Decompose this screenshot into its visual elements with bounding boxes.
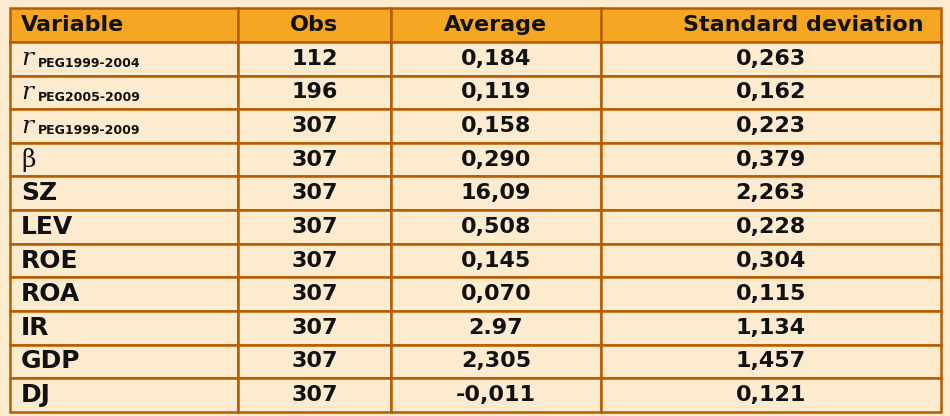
Text: 307: 307 <box>291 250 337 270</box>
Bar <box>600 42 940 76</box>
Bar <box>10 143 238 176</box>
Text: 307: 307 <box>291 385 337 405</box>
Bar <box>10 378 238 412</box>
Bar <box>391 109 600 143</box>
Text: 307: 307 <box>291 183 337 203</box>
Text: LEV: LEV <box>21 215 73 239</box>
Bar <box>10 311 238 344</box>
Bar <box>238 344 391 378</box>
Text: PEG1999-2009: PEG1999-2009 <box>38 124 141 137</box>
Text: r: r <box>21 81 33 104</box>
Bar <box>238 176 391 210</box>
Bar <box>238 210 391 244</box>
Bar <box>238 143 391 176</box>
Text: Obs: Obs <box>291 15 338 35</box>
Bar <box>238 109 391 143</box>
Text: Variable: Variable <box>21 15 124 35</box>
Bar <box>10 176 238 210</box>
Bar <box>10 210 238 244</box>
Text: SZ: SZ <box>21 181 57 205</box>
Text: IR: IR <box>21 316 49 340</box>
Text: 2,305: 2,305 <box>461 352 531 371</box>
Bar <box>10 76 238 109</box>
Text: 307: 307 <box>291 352 337 371</box>
Text: 0,290: 0,290 <box>461 150 531 170</box>
Bar <box>238 311 391 344</box>
Bar <box>238 378 391 412</box>
Bar <box>391 176 600 210</box>
Text: 0,263: 0,263 <box>735 49 806 69</box>
Bar <box>600 8 940 42</box>
Bar <box>391 210 600 244</box>
Bar <box>600 76 940 109</box>
Text: r: r <box>21 114 33 138</box>
Bar <box>238 244 391 277</box>
Text: 307: 307 <box>291 217 337 237</box>
Text: GDP: GDP <box>21 349 81 374</box>
Text: Average: Average <box>445 15 547 35</box>
Text: 2.97: 2.97 <box>468 318 523 338</box>
Text: ROA: ROA <box>21 282 80 306</box>
Text: 16,09: 16,09 <box>461 183 531 203</box>
Text: 0,184: 0,184 <box>461 49 531 69</box>
Text: PEG1999-2004: PEG1999-2004 <box>38 57 141 70</box>
Text: 307: 307 <box>291 150 337 170</box>
Text: 0,145: 0,145 <box>461 250 531 270</box>
Bar <box>238 277 391 311</box>
Bar <box>391 311 600 344</box>
Bar <box>600 244 940 277</box>
Text: 2,263: 2,263 <box>735 183 806 203</box>
Text: 0,162: 0,162 <box>735 82 806 102</box>
Bar <box>391 42 600 76</box>
Text: -0,011: -0,011 <box>456 385 536 405</box>
Text: β: β <box>21 148 35 172</box>
Bar <box>238 8 391 42</box>
Bar <box>238 76 391 109</box>
Bar <box>10 344 238 378</box>
Bar <box>391 277 600 311</box>
Text: 307: 307 <box>291 284 337 304</box>
Text: 1,457: 1,457 <box>735 352 806 371</box>
Text: 0,158: 0,158 <box>461 116 531 136</box>
Text: 0,121: 0,121 <box>735 385 806 405</box>
Bar <box>600 143 940 176</box>
Bar <box>600 176 940 210</box>
Bar <box>10 109 238 143</box>
Bar <box>391 143 600 176</box>
Bar <box>10 244 238 277</box>
Text: 0,115: 0,115 <box>735 284 806 304</box>
Bar <box>391 344 600 378</box>
Bar <box>600 277 940 311</box>
Text: 307: 307 <box>291 318 337 338</box>
Bar <box>600 344 940 378</box>
Bar <box>391 76 600 109</box>
Text: 0,228: 0,228 <box>735 217 806 237</box>
Text: 0,379: 0,379 <box>735 150 806 170</box>
Text: Standard deviation: Standard deviation <box>683 15 923 35</box>
Text: r: r <box>21 47 33 70</box>
Text: 307: 307 <box>291 116 337 136</box>
Bar <box>600 378 940 412</box>
Bar <box>391 244 600 277</box>
Text: DJ: DJ <box>21 383 50 407</box>
Text: 196: 196 <box>292 82 337 102</box>
Text: 112: 112 <box>292 49 337 69</box>
Bar <box>10 42 238 76</box>
Bar <box>238 42 391 76</box>
Text: 0,304: 0,304 <box>735 250 806 270</box>
Text: 0,119: 0,119 <box>461 82 531 102</box>
Text: ROE: ROE <box>21 248 79 272</box>
Bar <box>391 8 600 42</box>
Bar <box>600 311 940 344</box>
Text: 0,508: 0,508 <box>461 217 531 237</box>
Bar <box>600 210 940 244</box>
Text: PEG2005-2009: PEG2005-2009 <box>38 91 141 104</box>
Bar <box>10 277 238 311</box>
Text: 1,134: 1,134 <box>735 318 806 338</box>
Text: 0,223: 0,223 <box>735 116 806 136</box>
Bar <box>10 8 238 42</box>
Text: 0,070: 0,070 <box>461 284 531 304</box>
Bar <box>600 109 940 143</box>
Bar <box>391 378 600 412</box>
